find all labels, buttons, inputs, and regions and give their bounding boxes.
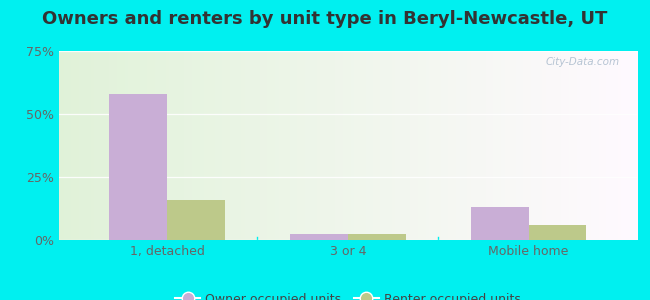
Text: Owners and renters by unit type in Beryl-Newcastle, UT: Owners and renters by unit type in Beryl…: [42, 11, 608, 28]
Legend: Owner occupied units, Renter occupied units: Owner occupied units, Renter occupied un…: [170, 288, 525, 300]
Bar: [348, 234, 406, 240]
Bar: [109, 94, 167, 240]
Bar: [471, 207, 528, 240]
Bar: [290, 234, 348, 240]
Text: City-Data.com: City-Data.com: [545, 57, 619, 67]
Bar: [167, 200, 225, 240]
Bar: [528, 225, 586, 240]
